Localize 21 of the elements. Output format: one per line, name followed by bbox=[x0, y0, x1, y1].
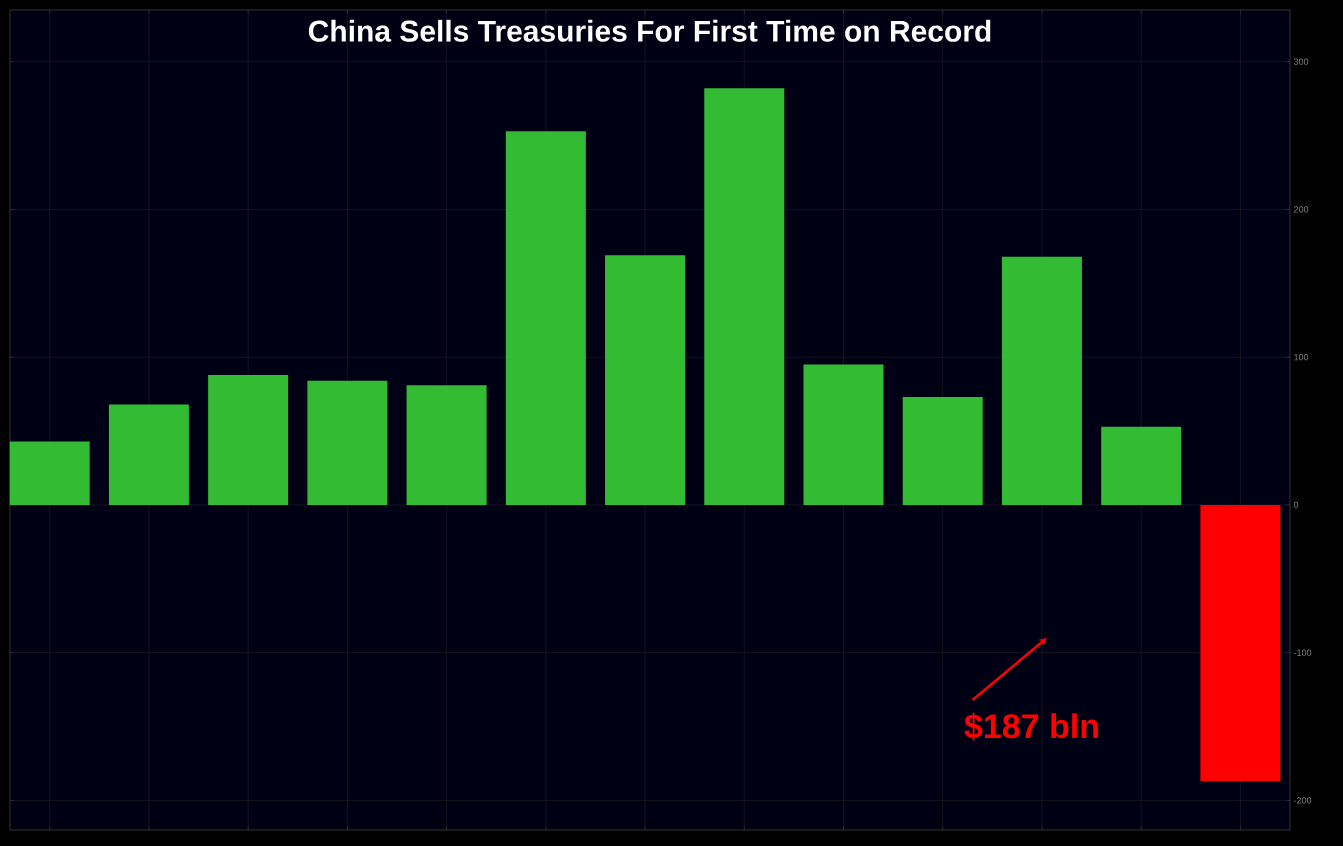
bar bbox=[1101, 426, 1182, 505]
bar bbox=[406, 385, 487, 505]
bar bbox=[704, 88, 785, 505]
y-tick-label: -200 bbox=[1293, 797, 1312, 804]
y-tick-label: -100 bbox=[1293, 649, 1312, 656]
bar bbox=[108, 404, 189, 505]
bar bbox=[208, 374, 289, 505]
bar bbox=[1001, 256, 1082, 505]
y-tick-label: 0 bbox=[1293, 501, 1299, 509]
bar bbox=[803, 364, 884, 505]
bar bbox=[605, 255, 686, 505]
bar bbox=[9, 441, 90, 505]
y-tick-label: 300 bbox=[1293, 58, 1309, 65]
annotation: $187 bln bbox=[964, 712, 1098, 741]
chart-title: China Sells Treasuries For First Time on Record bbox=[308, 19, 991, 42]
y-tick-label: 100 bbox=[1294, 354, 1309, 361]
bar bbox=[505, 131, 586, 505]
bar bbox=[902, 397, 983, 505]
bar bbox=[307, 380, 388, 505]
y-tick-label: 200 bbox=[1294, 206, 1309, 213]
bar bbox=[1200, 504, 1281, 782]
